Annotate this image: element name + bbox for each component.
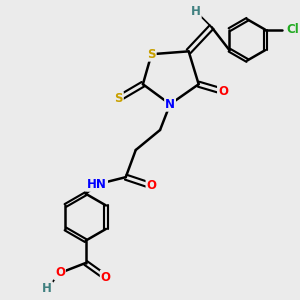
Text: O: O (218, 85, 228, 98)
Text: O: O (55, 266, 65, 280)
Text: O: O (146, 179, 157, 192)
Text: N: N (165, 98, 175, 111)
Text: HN: HN (87, 178, 107, 191)
Text: H: H (42, 282, 52, 295)
Text: S: S (114, 92, 123, 105)
Text: H: H (191, 5, 201, 18)
Text: S: S (147, 48, 156, 61)
Text: O: O (101, 271, 111, 284)
Text: Cl: Cl (286, 23, 299, 36)
